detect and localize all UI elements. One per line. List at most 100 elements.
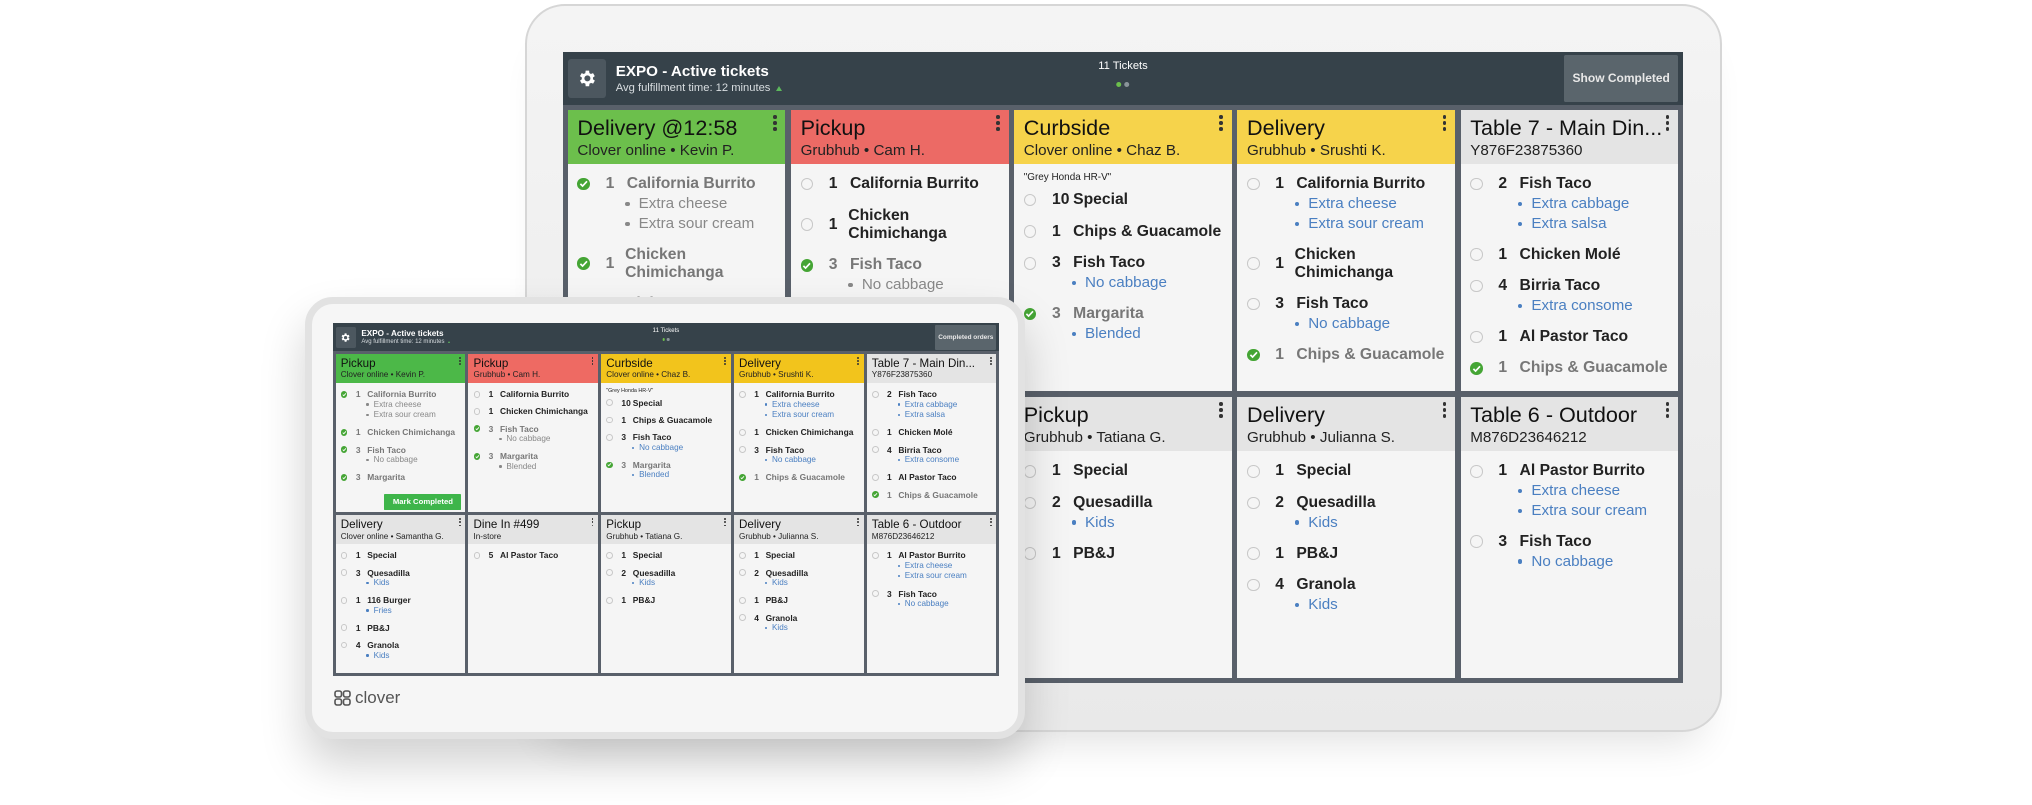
item-checkbox[interactable]: [739, 614, 746, 621]
ticket-menu[interactable]: [1219, 115, 1223, 131]
ticket-menu[interactable]: [1442, 402, 1447, 418]
item-checkbox[interactable]: [606, 434, 613, 441]
ticket-menu[interactable]: [1665, 402, 1670, 418]
ticket-menu[interactable]: [989, 518, 992, 527]
item-checkbox[interactable]: [1246, 464, 1260, 478]
item-checkbox[interactable]: [739, 390, 746, 398]
item-checkbox[interactable]: [739, 569, 746, 577]
item-checkbox[interactable]: [1246, 348, 1260, 362]
settings-button[interactable]: [567, 59, 607, 98]
ticket-menu[interactable]: [857, 356, 859, 366]
item-checkbox[interactable]: [1470, 362, 1483, 375]
item-checkbox[interactable]: [473, 408, 481, 415]
item-checkbox[interactable]: [1470, 248, 1483, 261]
item-checkbox[interactable]: [577, 177, 590, 191]
item-checkbox[interactable]: [340, 641, 348, 649]
ticket-menu[interactable]: [591, 356, 594, 366]
ticket[interactable]: Table 6 - Outdoor M876D23646212 1 Al Pastor…: [866, 515, 997, 674]
ticket[interactable]: Delivery Grubhub • Srushti K. 1 California …: [1237, 109, 1455, 392]
item-checkbox[interactable]: [340, 569, 348, 577]
item-checkbox[interactable]: [739, 596, 746, 604]
item-checkbox[interactable]: [1023, 307, 1037, 321]
ticket[interactable]: Pickup Clover online • Kevin P. 1 Californi…: [335, 353, 466, 513]
item-checkbox[interactable]: [606, 569, 613, 577]
ticket-menu[interactable]: [724, 518, 727, 527]
completed-button[interactable]: Completed orders: [935, 324, 997, 350]
ticket-menu[interactable]: [591, 518, 594, 527]
ticket-menu[interactable]: [458, 356, 461, 366]
item-checkbox[interactable]: [473, 552, 481, 559]
item-checkbox[interactable]: [739, 473, 746, 481]
ticket-menu[interactable]: [458, 518, 461, 527]
ticket-menu[interactable]: [996, 115, 1000, 131]
ticket-menu[interactable]: [773, 115, 777, 131]
ticket[interactable]: Curbside Clover online • Chaz B. "Grey Hon…: [601, 353, 731, 513]
item-checkbox[interactable]: [871, 491, 879, 498]
item-checkbox[interactable]: [1023, 547, 1037, 560]
ticket[interactable]: Table 6 - Outdoor M876D23646212 1 Al Pastor…: [1460, 396, 1679, 679]
item-checkbox[interactable]: [1470, 330, 1483, 344]
item-checkbox[interactable]: [340, 446, 348, 454]
item-checkbox[interactable]: [606, 596, 613, 604]
item-checkbox[interactable]: [340, 624, 348, 632]
item-checkbox[interactable]: [1470, 279, 1483, 293]
item-checkbox[interactable]: [473, 452, 481, 460]
item-checkbox[interactable]: [473, 425, 481, 433]
item-checkbox[interactable]: [577, 257, 590, 270]
ticket[interactable]: Table 7 - Main Din... Y876F23875360 2 Fish …: [866, 353, 997, 513]
item-checkbox[interactable]: [1246, 177, 1260, 191]
ticket-menu[interactable]: [724, 356, 727, 366]
ticket[interactable]: Pickup Grubhub • Cam H. 1 California Burrit…: [468, 353, 599, 513]
item-checkbox[interactable]: [871, 429, 879, 436]
ticket[interactable]: Delivery Grubhub • Srushti K. 1 California …: [733, 353, 864, 513]
item-checkbox[interactable]: [1023, 464, 1037, 478]
item-checkbox[interactable]: [1246, 547, 1260, 560]
item-checkbox[interactable]: [340, 429, 348, 436]
item-checkbox[interactable]: [871, 552, 879, 559]
ticket[interactable]: Delivery Grubhub • Julianna S. 1 Special 2 Qu…: [1237, 396, 1455, 679]
item-checkbox[interactable]: [1470, 535, 1483, 548]
item-checkbox[interactable]: [871, 473, 879, 481]
item-checkbox[interactable]: [1246, 257, 1260, 270]
ticket[interactable]: Delivery Grubhub • Julianna S. 1 Special 2 Qu…: [733, 515, 864, 674]
ticket[interactable]: Curbside Clover online • Chaz B. "Grey Hon…: [1014, 109, 1232, 392]
item-checkbox[interactable]: [1023, 257, 1037, 270]
ticket-menu[interactable]: [857, 518, 859, 527]
completed-button[interactable]: Show Completed: [1564, 55, 1679, 102]
item-checkbox[interactable]: [606, 461, 613, 469]
item-checkbox[interactable]: [606, 399, 613, 407]
item-checkbox[interactable]: [739, 429, 746, 436]
item-checkbox[interactable]: [1023, 496, 1037, 510]
settings-button[interactable]: [335, 326, 357, 348]
item-checkbox[interactable]: [1246, 578, 1260, 592]
ticket-menu[interactable]: [1665, 115, 1670, 131]
item-checkbox[interactable]: [739, 552, 746, 559]
ticket[interactable]: Pickup Grubhub • Tatiana G. 1 Special 2 Quesa…: [1014, 396, 1232, 679]
mark-completed-button[interactable]: Mark Completed: [384, 493, 462, 510]
item-checkbox[interactable]: [871, 590, 879, 597]
item-checkbox[interactable]: [1023, 193, 1037, 207]
item-checkbox[interactable]: [800, 177, 814, 191]
item-checkbox[interactable]: [871, 390, 879, 398]
ticket-menu[interactable]: [1442, 115, 1447, 131]
item-checkbox[interactable]: [739, 446, 746, 454]
ticket[interactable]: Delivery Clover online • Samantha G. 1 Spec…: [335, 515, 466, 674]
item-checkbox[interactable]: [800, 218, 814, 231]
item-checkbox[interactable]: [1246, 297, 1260, 311]
item-checkbox[interactable]: [606, 552, 613, 559]
item-checkbox[interactable]: [1246, 496, 1260, 510]
item-checkbox[interactable]: [1470, 464, 1483, 478]
item-checkbox[interactable]: [606, 416, 613, 424]
ticket-menu[interactable]: [989, 356, 992, 366]
item-checkbox[interactable]: [871, 446, 879, 454]
ticket[interactable]: Pickup Grubhub • Tatiana G. 1 Special 2 Quesa…: [601, 515, 731, 674]
item-checkbox[interactable]: [473, 390, 481, 398]
ticket[interactable]: Dine In #499 In-store 5 Al Pastor Taco: [468, 515, 599, 674]
item-checkbox[interactable]: [1023, 225, 1037, 238]
ticket-menu[interactable]: [1219, 402, 1223, 418]
ticket[interactable]: Table 7 - Main Din... Y876F23875360 2 Fish …: [1460, 109, 1679, 392]
item-checkbox[interactable]: [800, 259, 814, 272]
item-checkbox[interactable]: [1470, 177, 1483, 191]
item-checkbox[interactable]: [340, 596, 348, 604]
item-checkbox[interactable]: [340, 473, 348, 481]
